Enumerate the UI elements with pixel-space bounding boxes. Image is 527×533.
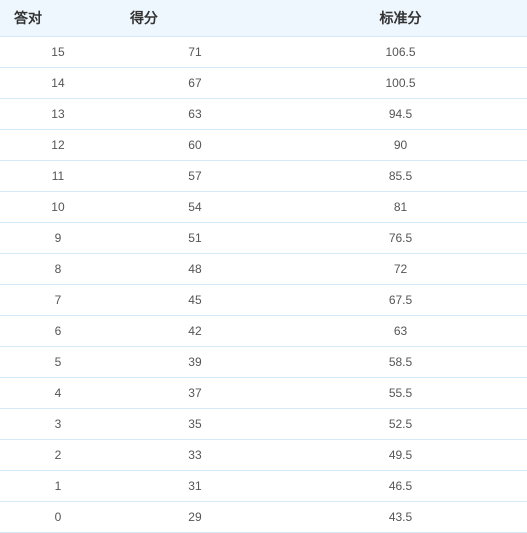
table-row: 43755.5 [0, 378, 527, 409]
table-cell: 39 [116, 347, 274, 378]
table-cell: 5 [0, 347, 116, 378]
table-cell: 55.5 [274, 378, 527, 409]
table-cell: 43.5 [274, 502, 527, 533]
table-cell: 10 [0, 192, 116, 223]
table-cell: 7 [0, 285, 116, 316]
table-cell: 15 [0, 37, 116, 68]
table-row: 126090 [0, 130, 527, 161]
table-cell: 2 [0, 440, 116, 471]
table-cell: 67.5 [274, 285, 527, 316]
table-cell: 94.5 [274, 99, 527, 130]
table-cell: 12 [0, 130, 116, 161]
table-cell: 90 [274, 130, 527, 161]
table-row: 136394.5 [0, 99, 527, 130]
table-cell: 4 [0, 378, 116, 409]
table-cell: 1 [0, 471, 116, 502]
table-cell: 33 [116, 440, 274, 471]
table-row: 13146.5 [0, 471, 527, 502]
table-cell: 58.5 [274, 347, 527, 378]
table-row: 1467100.5 [0, 68, 527, 99]
table-cell: 60 [116, 130, 274, 161]
col-header-score: 得分 [116, 0, 274, 37]
table-row: 53958.5 [0, 347, 527, 378]
table-cell: 106.5 [274, 37, 527, 68]
table-row: 74567.5 [0, 285, 527, 316]
table-cell: 48 [116, 254, 274, 285]
table-cell: 6 [0, 316, 116, 347]
table-header-row: 答对 得分 标准分 [0, 0, 527, 37]
table-cell: 37 [116, 378, 274, 409]
table-cell: 46.5 [274, 471, 527, 502]
table-cell: 29 [116, 502, 274, 533]
table-cell: 63 [116, 99, 274, 130]
table-cell: 49.5 [274, 440, 527, 471]
table-cell: 85.5 [274, 161, 527, 192]
col-header-correct: 答对 [0, 0, 116, 37]
table-row: 1571106.5 [0, 37, 527, 68]
table-cell: 100.5 [274, 68, 527, 99]
table-row: 95176.5 [0, 223, 527, 254]
table-row: 33552.5 [0, 409, 527, 440]
table-cell: 63 [274, 316, 527, 347]
table-cell: 57 [116, 161, 274, 192]
table-cell: 0 [0, 502, 116, 533]
table-cell: 51 [116, 223, 274, 254]
table-row: 84872 [0, 254, 527, 285]
table-cell: 13 [0, 99, 116, 130]
table-cell: 72 [274, 254, 527, 285]
table-cell: 76.5 [274, 223, 527, 254]
table-row: 02943.5 [0, 502, 527, 533]
table-cell: 9 [0, 223, 116, 254]
table-cell: 45 [116, 285, 274, 316]
table-cell: 71 [116, 37, 274, 68]
table-cell: 3 [0, 409, 116, 440]
table-cell: 14 [0, 68, 116, 99]
table-row: 64263 [0, 316, 527, 347]
table-body: 1571106.51467100.5136394.5126090115785.5… [0, 37, 527, 533]
table-row: 115785.5 [0, 161, 527, 192]
table-cell: 67 [116, 68, 274, 99]
table-cell: 11 [0, 161, 116, 192]
col-header-standard: 标准分 [274, 0, 527, 37]
table-cell: 81 [274, 192, 527, 223]
table-cell: 52.5 [274, 409, 527, 440]
table-cell: 31 [116, 471, 274, 502]
table-cell: 8 [0, 254, 116, 285]
table-row: 23349.5 [0, 440, 527, 471]
table-cell: 42 [116, 316, 274, 347]
table-row: 105481 [0, 192, 527, 223]
score-table: 答对 得分 标准分 1571106.51467100.5136394.51260… [0, 0, 527, 533]
table-cell: 54 [116, 192, 274, 223]
table-cell: 35 [116, 409, 274, 440]
